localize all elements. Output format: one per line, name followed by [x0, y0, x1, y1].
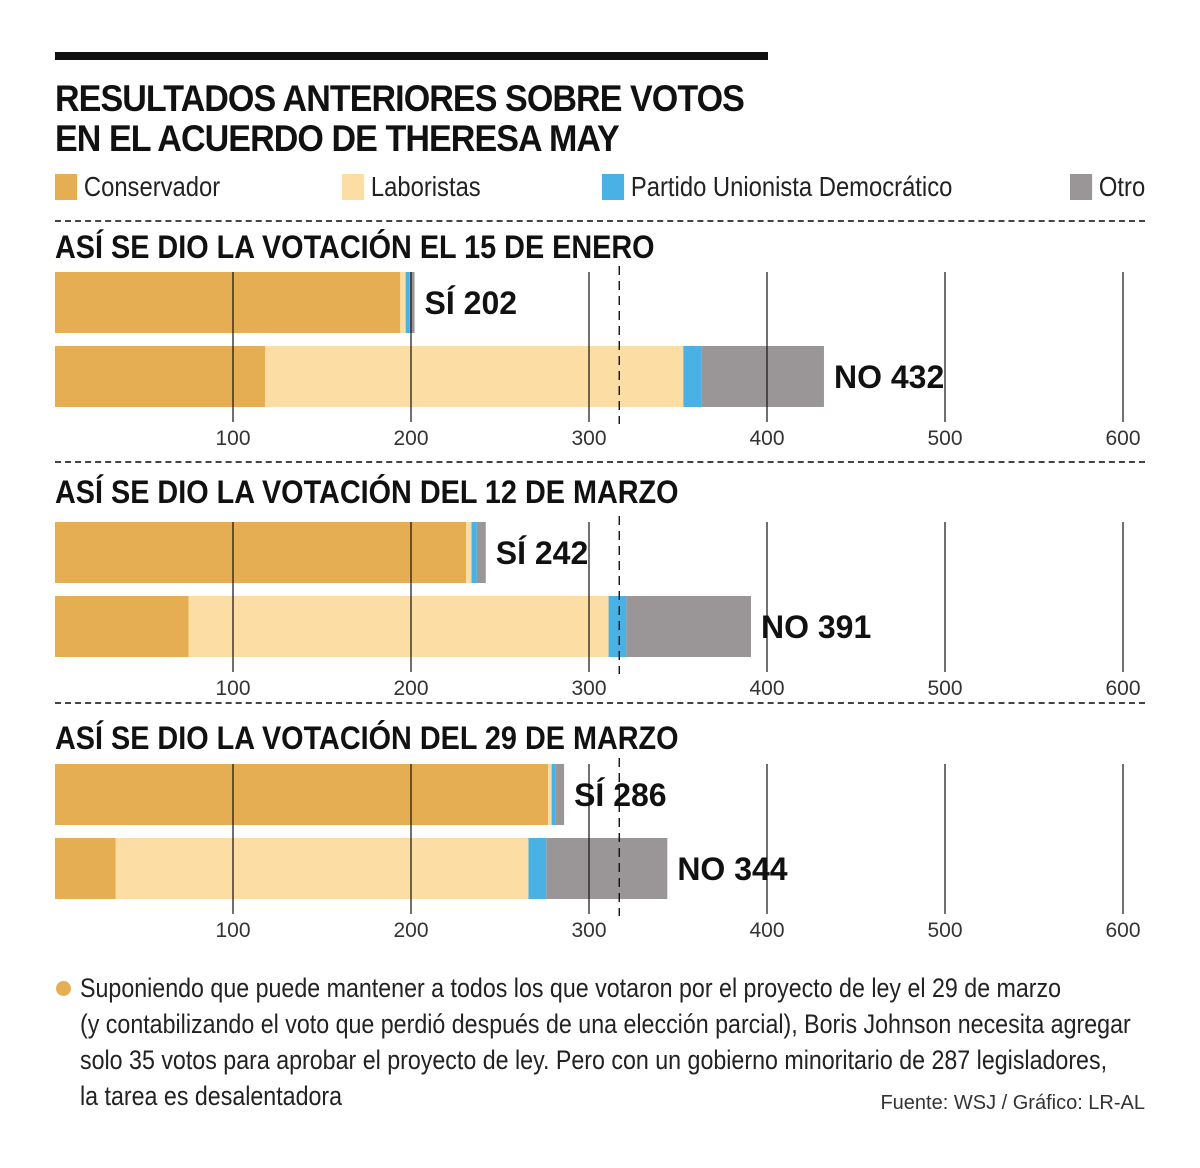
legend-label: Partido Unionista Democrático [630, 171, 953, 202]
bar-segment-conservador [55, 346, 266, 407]
separator [55, 461, 1145, 463]
x-tick-label: 200 [393, 919, 428, 942]
bar-segment-laboristas [400, 272, 406, 333]
bar-total-label: SÍ 202 [425, 285, 518, 321]
legend-swatch [342, 174, 365, 200]
bar-segment-otro [555, 764, 565, 825]
x-tick-label: 300 [571, 919, 606, 942]
legend-item-dup: Partido Unionista Democrático [602, 171, 952, 203]
source-credit: Fuente: WSJ / Gráfico: LR-AL [880, 1092, 1145, 1114]
bar-segment-otro [701, 346, 824, 407]
footnote-line: Suponiendo que puede mantener a todos lo… [80, 973, 1062, 1003]
footnote-line: solo 35 votos para aprobar el proyecto d… [80, 1045, 1108, 1075]
bar-total-label: NO 391 [761, 609, 871, 645]
section-title-mar12: ASÍ SE DIO LA VOTACIÓN DEL 12 DE MARZO [55, 474, 679, 510]
title-line-1: RESULTADOS ANTERIORES SOBRE VOTOS [55, 78, 745, 119]
separator [55, 220, 1145, 222]
bar-segment-partido-unionista-democrático [608, 596, 627, 657]
x-tick-label: 100 [215, 677, 250, 700]
bar-segment-conservador [55, 522, 467, 583]
x-tick-label: 500 [927, 677, 962, 700]
x-tick-label: 400 [749, 677, 784, 700]
section-title-mar29: ASÍ SE DIO LA VOTACIÓN DEL 29 DE MARZO [55, 720, 679, 756]
bar-segment-partido-unionista-democrático [405, 272, 410, 333]
x-tick-label: 600 [1105, 677, 1140, 700]
legend-item-otro: Otro [1070, 171, 1145, 203]
bar-total-label: SÍ 242 [496, 535, 589, 571]
bar-total-label: NO 344 [677, 851, 787, 887]
legend-label: Conservador [83, 171, 221, 202]
x-tick-label: 300 [571, 427, 606, 450]
separator [55, 702, 1145, 704]
top-rule [55, 52, 768, 60]
bar-segment-partido-unionista-democrático [471, 522, 477, 583]
bar-total-label: NO 432 [834, 359, 944, 395]
x-tick-label: 100 [215, 919, 250, 942]
bar-segment-conservador [55, 596, 189, 657]
x-tick-label: 200 [393, 677, 428, 700]
x-tick-label: 600 [1105, 919, 1140, 942]
bar-total-label: SÍ 286 [574, 777, 667, 813]
bar-segment-otro [626, 596, 751, 657]
x-tick-label: 500 [927, 919, 962, 942]
x-tick-label: 400 [749, 427, 784, 450]
x-tick-label: 300 [571, 677, 606, 700]
legend-label: Otro [1098, 171, 1146, 202]
bar-segment-partido-unionista-democrático [528, 838, 547, 899]
x-tick-label: 500 [927, 427, 962, 450]
bar-segment-laboristas [188, 596, 609, 657]
x-tick-label: 600 [1105, 427, 1140, 450]
bar-segment-partido-unionista-democrático [551, 764, 556, 825]
bar-segment-otro [546, 838, 668, 899]
bar-segment-laboristas [265, 346, 684, 407]
legend-label: Laboristas [370, 171, 481, 202]
bar-segment-laboristas [466, 522, 472, 583]
legend-swatch [1070, 174, 1093, 200]
legend-item-conservador: Conservador [55, 171, 220, 203]
bar-segment-laboristas [115, 838, 529, 899]
bar-segment-laboristas [548, 764, 552, 825]
footnote: Suponiendo que puede mantener a todos lo… [80, 970, 1131, 1114]
bullet-dot [56, 981, 71, 996]
legend-swatch [602, 174, 625, 200]
x-tick-label: 400 [749, 919, 784, 942]
x-tick-label: 200 [393, 427, 428, 450]
x-tick-label: 100 [215, 427, 250, 450]
bar-segment-partido-unionista-democrático [683, 346, 702, 407]
footnote-line: (y contabilizando el voto que perdió des… [80, 1009, 1131, 1039]
bar-segment-otro [409, 272, 415, 333]
section-title-jan15: ASÍ SE DIO LA VOTACIÓN EL 15 DE ENERO [55, 229, 655, 265]
bar-segment-conservador [55, 272, 401, 333]
bar-segment-conservador [55, 764, 549, 825]
bar-segment-conservador [55, 838, 116, 899]
legend-swatch [55, 174, 78, 200]
footnote-line: la tarea es desalentadora [80, 1081, 343, 1111]
title-line-2: EN EL ACUERDO DE THERESA MAY [55, 118, 620, 159]
bar-segment-otro [476, 522, 486, 583]
legend-item-laboristas: Laboristas [342, 171, 481, 203]
